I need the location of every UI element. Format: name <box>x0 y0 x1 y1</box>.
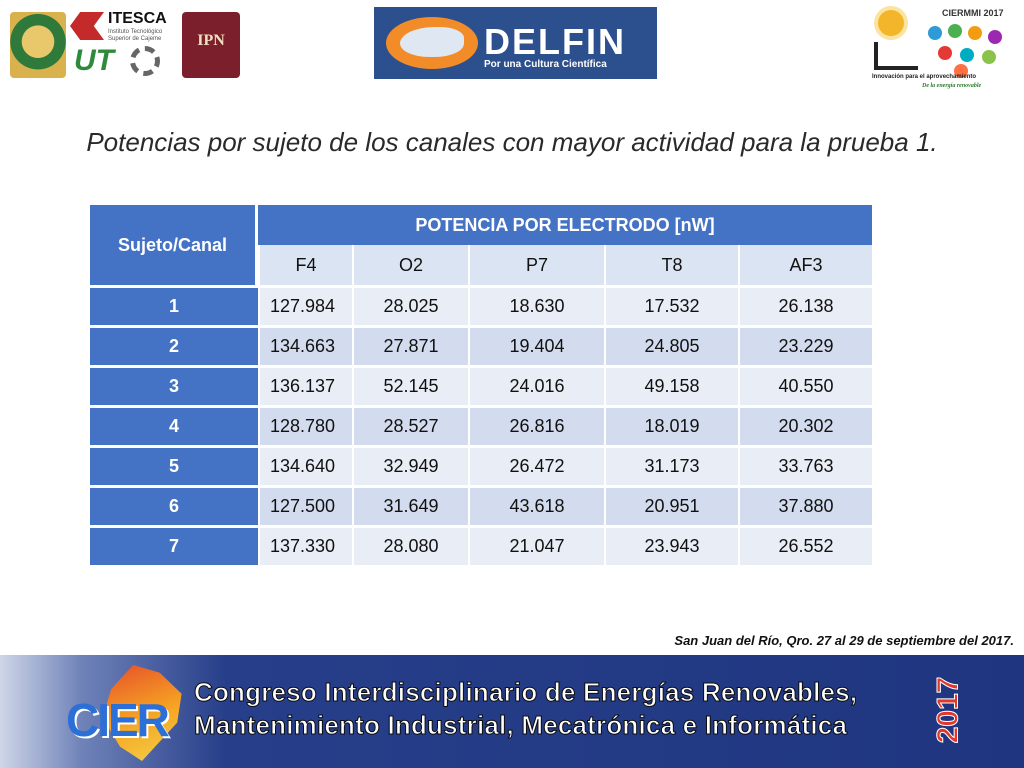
table-row: 7 137.330 28.080 21.047 23.943 26.552 <box>90 525 872 565</box>
ciermmi-caption: Innovación para el aprovechamiento <box>872 74 977 80</box>
value-cell: 31.649 <box>352 485 468 525</box>
energy-icon <box>928 26 942 40</box>
banner-line-1: Congreso Interdisciplinario de Energías … <box>193 677 858 708</box>
value-cell: 28.080 <box>352 525 468 565</box>
table-row: 3 136.137 52.145 24.016 49.158 40.550 <box>90 365 872 405</box>
congress-banner: CIER Congreso Interdisciplinario de Ener… <box>0 655 1024 768</box>
value-cell: 17.532 <box>604 285 738 325</box>
value-cell: 43.618 <box>468 485 604 525</box>
sun-icon <box>878 10 904 36</box>
banner-line-2: Mantenimiento Industrial, Mecatrónica e … <box>193 710 848 741</box>
ipn-text: IPN <box>197 32 225 49</box>
column-header: P7 <box>468 245 604 285</box>
value-cell: 49.158 <box>604 365 738 405</box>
value-cell: 136.137 <box>258 365 352 405</box>
column-header: AF3 <box>738 245 872 285</box>
cier-logo-text: CIER <box>66 694 170 746</box>
value-cell: 33.763 <box>738 445 872 485</box>
subject-label: 3 <box>90 365 258 405</box>
column-header: F4 <box>258 245 352 285</box>
delfin-name: DELFIN <box>484 21 626 62</box>
subject-label: 4 <box>90 405 258 445</box>
ciermmi-caption-2: De la energía renovable <box>922 83 982 89</box>
subject-label: 1 <box>90 285 258 325</box>
energy-icon <box>982 50 996 64</box>
logo-ut: UT <box>74 44 174 80</box>
ut-text: UT <box>74 44 114 77</box>
subject-label: 5 <box>90 445 258 485</box>
column-header: O2 <box>352 245 468 285</box>
value-cell: 27.871 <box>352 325 468 365</box>
table-row: 2 134.663 27.871 19.404 24.805 23.229 <box>90 325 872 365</box>
value-cell: 26.816 <box>468 405 604 445</box>
plug-icon <box>874 42 918 70</box>
group-header-cell: POTENCIA POR ELECTRODO [nW] <box>258 205 872 245</box>
value-cell: 134.663 <box>258 325 352 365</box>
table-row: 1 127.984 28.025 18.630 17.532 26.138 <box>90 285 872 325</box>
energy-icon <box>988 30 1002 44</box>
energy-icon <box>938 46 952 60</box>
value-cell: 23.943 <box>604 525 738 565</box>
table-row: 5 134.640 32.949 26.472 31.173 33.763 <box>90 445 872 485</box>
energy-icon <box>954 64 968 78</box>
logo-uaq <box>10 12 66 78</box>
value-cell: 127.500 <box>258 485 352 525</box>
value-cell: 21.047 <box>468 525 604 565</box>
table-row: 4 128.780 28.527 26.816 18.019 20.302 <box>90 405 872 445</box>
value-cell: 32.949 <box>352 445 468 485</box>
delfin-tagline: Por una Cultura Científica <box>484 59 607 70</box>
value-cell: 26.552 <box>738 525 872 565</box>
subject-label: 7 <box>90 525 258 565</box>
value-cell: 28.025 <box>352 285 468 325</box>
slide-title: Potencias por sujeto de los canales con … <box>86 127 938 157</box>
power-table: Sujeto/Canal POTENCIA POR ELECTRODO [nW]… <box>90 205 872 565</box>
energy-icon <box>960 48 974 62</box>
location-date: San Juan del Río, Qro. 27 al 29 de septi… <box>674 633 1014 648</box>
value-cell: 18.019 <box>604 405 738 445</box>
subject-label: 2 <box>90 325 258 365</box>
value-cell: 37.880 <box>738 485 872 525</box>
itesca-subtitle: Instituto Tecnológico Superior de Cajeme <box>108 29 163 42</box>
column-header: T8 <box>604 245 738 285</box>
ciermmi-title: CIERMMI 2017 <box>942 8 1004 18</box>
value-cell: 40.550 <box>738 365 872 405</box>
value-cell: 19.404 <box>468 325 604 365</box>
value-cell: 24.016 <box>468 365 604 405</box>
table-row: 6 127.500 31.649 43.618 20.951 37.880 <box>90 485 872 525</box>
logo-ciermmi: CIERMMI 2017 Innovación para el aprovech… <box>868 4 1018 92</box>
table-header-row: Sujeto/Canal POTENCIA POR ELECTRODO [nW] <box>90 205 872 285</box>
value-cell: 28.527 <box>352 405 468 445</box>
subject-label: 6 <box>90 485 258 525</box>
banner-year: 2017 <box>931 676 965 744</box>
value-cell: 23.229 <box>738 325 872 365</box>
logo-itesca: ITESCA Instituto Tecnológico Superior de… <box>70 8 180 46</box>
energy-icon <box>948 24 962 38</box>
value-cell: 24.805 <box>604 325 738 365</box>
channel-header-row: F4 O2 P7 T8 AF3 <box>90 245 872 285</box>
value-cell: 127.984 <box>258 285 352 325</box>
value-cell: 20.302 <box>738 405 872 445</box>
value-cell: 26.138 <box>738 285 872 325</box>
value-cell: 20.951 <box>604 485 738 525</box>
value-cell: 31.173 <box>604 445 738 485</box>
logo-delfin: DELFIN Por una Cultura Científica <box>374 7 657 79</box>
value-cell: 134.640 <box>258 445 352 485</box>
value-cell: 26.472 <box>468 445 604 485</box>
value-cell: 128.780 <box>258 405 352 445</box>
energy-icon <box>968 26 982 40</box>
itesca-mark-icon <box>70 12 104 40</box>
banner-year-wrap: 2017 <box>908 675 988 745</box>
gear-icon <box>130 46 160 76</box>
logo-ipn: IPN <box>182 12 240 78</box>
itesca-name: ITESCA <box>108 10 167 27</box>
row-header-cell: Sujeto/Canal <box>90 205 258 285</box>
dolphin-icon <box>400 27 464 57</box>
value-cell: 18.630 <box>468 285 604 325</box>
value-cell: 137.330 <box>258 525 352 565</box>
value-cell: 52.145 <box>352 365 468 405</box>
